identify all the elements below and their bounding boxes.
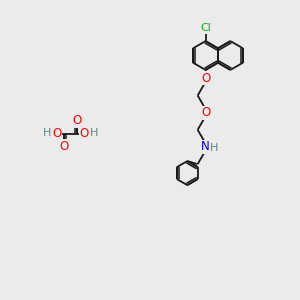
Text: H: H: [90, 128, 98, 139]
Text: N: N: [201, 140, 210, 153]
Text: O: O: [72, 114, 81, 128]
Text: O: O: [60, 140, 69, 153]
Text: H: H: [210, 143, 218, 153]
Text: O: O: [52, 127, 62, 140]
Text: O: O: [79, 127, 88, 140]
Text: O: O: [201, 72, 210, 85]
Text: Cl: Cl: [200, 23, 211, 33]
Text: O: O: [201, 106, 210, 119]
Text: H: H: [43, 128, 51, 139]
